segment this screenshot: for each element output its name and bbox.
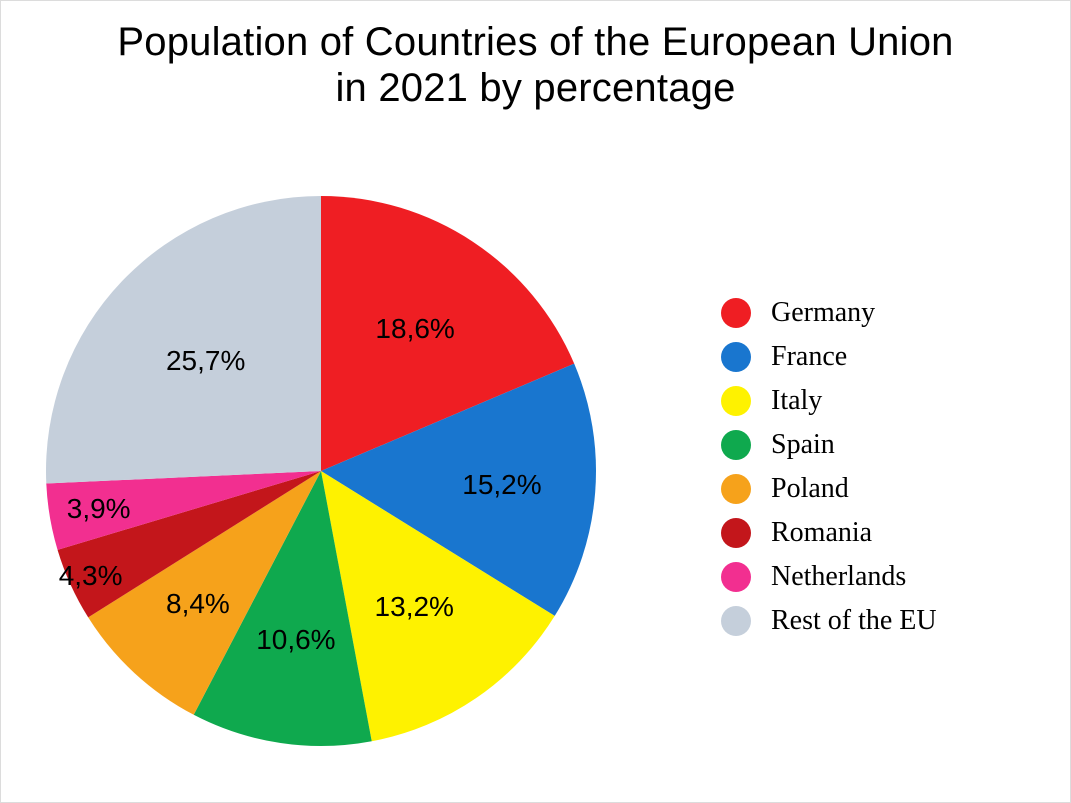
pie-slice-rest-of-the-eu <box>46 196 321 484</box>
legend-label: Netherlands <box>771 563 906 591</box>
legend-item-spain: Spain <box>721 423 937 467</box>
legend-swatch <box>721 606 751 636</box>
legend-label: Italy <box>771 387 822 415</box>
slice-label-germany: 18,6% <box>375 313 454 345</box>
legend-label: Poland <box>771 475 849 503</box>
legend-item-romania: Romania <box>721 511 937 555</box>
legend-swatch <box>721 474 751 504</box>
legend-swatch <box>721 298 751 328</box>
legend-label: Romania <box>771 519 872 547</box>
slice-label-spain: 10,6% <box>256 624 335 656</box>
legend-item-italy: Italy <box>721 379 937 423</box>
legend-label: Rest of the EU <box>771 607 937 635</box>
legend-item-germany: Germany <box>721 291 937 335</box>
legend-swatch <box>721 386 751 416</box>
legend: Germany France Italy Spain Poland Romania Neth… <box>721 291 937 643</box>
slice-label-romania: 4,3% <box>59 560 123 592</box>
legend-label: Germany <box>771 299 875 327</box>
chart-title: Population of Countries of the European … <box>1 19 1070 111</box>
legend-swatch <box>721 342 751 372</box>
legend-item-netherlands: Netherlands <box>721 555 937 599</box>
legend-label: Spain <box>771 431 835 459</box>
pie-chart: 18,6% 15,2% 13,2% 10,6% 8,4% 4,3% 3,9% 25,7% <box>41 191 601 751</box>
slice-label-poland: 8,4% <box>166 588 230 620</box>
slice-label-rest-of-the-eu: 25,7% <box>166 345 245 377</box>
slice-label-netherlands: 3,9% <box>67 493 131 525</box>
chart-container: Population of Countries of the European … <box>0 0 1071 803</box>
slice-label-france: 15,2% <box>462 469 541 501</box>
slice-label-italy: 13,2% <box>375 591 454 623</box>
legend-label: France <box>771 343 847 371</box>
legend-swatch <box>721 518 751 548</box>
legend-item-poland: Poland <box>721 467 937 511</box>
legend-item-france: France <box>721 335 937 379</box>
legend-swatch <box>721 562 751 592</box>
legend-item-rest-of-the-eu: Rest of the EU <box>721 599 937 643</box>
legend-swatch <box>721 430 751 460</box>
